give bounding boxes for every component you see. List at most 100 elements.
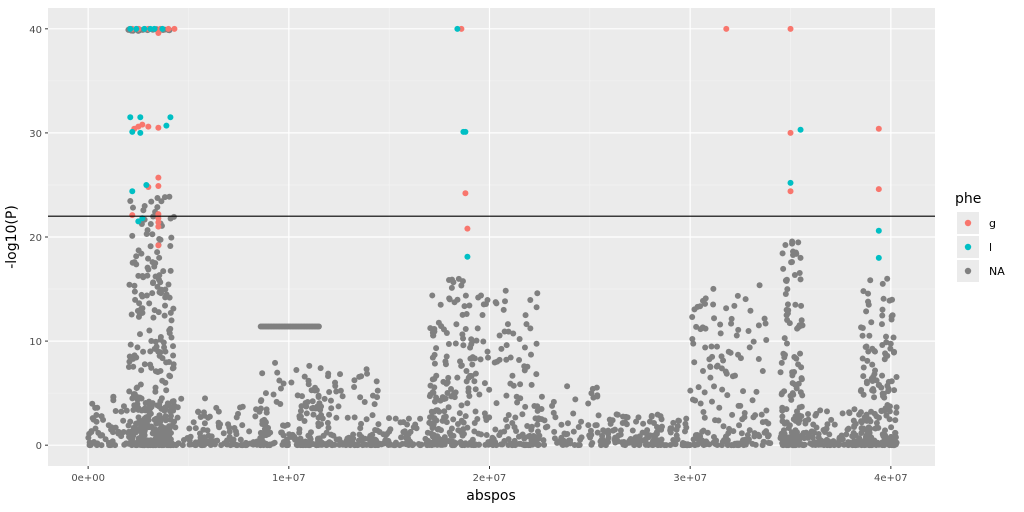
data-point-na xyxy=(297,407,304,414)
data-point-na xyxy=(522,403,529,410)
data-point-l xyxy=(167,114,174,121)
data-point-na xyxy=(802,420,809,427)
data-point-na xyxy=(793,408,800,415)
data-point-na xyxy=(755,356,762,363)
data-point-na xyxy=(326,411,333,418)
data-point-na xyxy=(648,412,655,419)
data-point-na xyxy=(469,361,476,368)
data-point-na xyxy=(147,243,154,250)
data-point-na xyxy=(502,416,509,423)
y-tick-label: 40 xyxy=(29,25,42,36)
data-point-na xyxy=(319,415,326,422)
data-point-na xyxy=(815,441,822,448)
data-point-na xyxy=(790,391,797,398)
data-point-na xyxy=(868,434,875,441)
data-point-na xyxy=(863,378,870,385)
data-point-na xyxy=(144,264,151,271)
data-point-na xyxy=(215,408,222,415)
data-point-na xyxy=(779,407,786,414)
data-point-na xyxy=(779,413,786,420)
data-point-na xyxy=(139,305,146,312)
data-point-na xyxy=(86,430,93,437)
data-point-na xyxy=(503,392,510,399)
data-point-na xyxy=(112,424,119,431)
data-point-l xyxy=(464,253,471,260)
data-point-na xyxy=(554,439,561,446)
data-point-na xyxy=(446,296,453,303)
data-point-na xyxy=(152,260,159,267)
data-point-na xyxy=(654,442,661,449)
data-point-na xyxy=(859,355,866,362)
data-point-na xyxy=(404,421,411,428)
data-point-na xyxy=(133,253,140,260)
data-point-na xyxy=(867,425,874,432)
data-point-na xyxy=(859,332,866,339)
data-point-na xyxy=(483,431,490,438)
data-point-na xyxy=(681,428,688,435)
data-point-na xyxy=(644,427,651,434)
data-point-na xyxy=(94,404,101,411)
data-point-na xyxy=(510,330,517,337)
data-point-na xyxy=(527,325,534,332)
data-point-na xyxy=(174,414,181,421)
data-point-na xyxy=(778,359,785,366)
data-point-na xyxy=(471,355,478,362)
data-point-na xyxy=(695,384,702,391)
data-point-g xyxy=(155,242,162,249)
data-point-na xyxy=(148,403,155,410)
data-point-na xyxy=(134,441,141,448)
data-point-na xyxy=(460,419,467,426)
data-point-na xyxy=(715,417,722,424)
data-point-na xyxy=(373,378,380,385)
data-point-na xyxy=(575,442,582,449)
data-point-na xyxy=(528,426,535,433)
data-point-na xyxy=(306,442,313,449)
data-point-na xyxy=(780,265,787,272)
data-point-na xyxy=(138,291,145,298)
data-point-na xyxy=(276,377,283,384)
data-point-na xyxy=(670,437,677,444)
data-point-na xyxy=(162,286,169,293)
data-point-na xyxy=(333,388,340,395)
x-axis-title: abspos xyxy=(466,488,516,504)
data-point-na xyxy=(454,374,461,381)
data-point-na xyxy=(759,368,766,375)
data-point-g xyxy=(155,29,162,36)
data-point-na xyxy=(109,438,116,445)
data-point-na xyxy=(166,327,173,334)
data-point-na xyxy=(256,438,263,445)
data-point-na xyxy=(374,427,381,434)
data-point-na xyxy=(516,335,523,342)
data-point-na xyxy=(154,369,161,376)
data-point-na xyxy=(779,250,786,257)
data-point-na xyxy=(717,321,724,328)
data-point-na xyxy=(350,431,357,438)
data-point-na xyxy=(789,372,796,379)
data-point-na xyxy=(141,361,148,368)
data-point-na xyxy=(593,422,600,429)
data-point-na xyxy=(702,344,709,351)
data-point-na xyxy=(502,287,509,294)
data-point-na xyxy=(451,439,458,446)
data-point-na xyxy=(448,385,455,392)
data-point-na xyxy=(307,429,314,436)
data-point-na xyxy=(780,442,787,449)
data-point-na xyxy=(524,422,531,429)
data-point-na xyxy=(138,250,145,257)
data-point-na xyxy=(445,404,452,411)
data-point-na xyxy=(882,405,889,412)
data-point-na xyxy=(725,430,732,437)
data-point-na xyxy=(881,442,888,449)
data-point-na xyxy=(450,432,457,439)
data-point-na xyxy=(471,378,478,385)
data-point-na xyxy=(162,302,169,309)
data-point-na xyxy=(259,370,266,377)
data-point-g xyxy=(875,186,882,193)
data-point-na xyxy=(315,392,322,399)
data-point-na xyxy=(392,415,399,422)
data-point-na xyxy=(708,343,715,350)
data-point-na xyxy=(589,385,596,392)
data-point-na xyxy=(162,417,169,424)
data-point-na xyxy=(262,418,269,425)
data-point-na xyxy=(828,416,835,423)
